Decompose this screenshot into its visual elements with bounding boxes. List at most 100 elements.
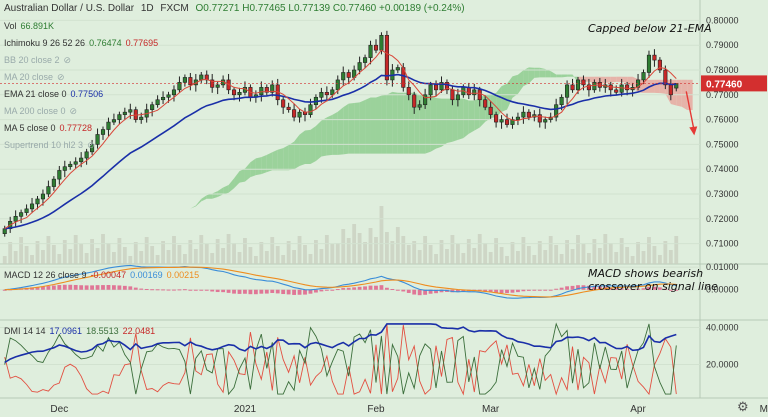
ichimoku-cloud-segment-52 [288,141,295,171]
macd-hist-bar-76 [417,289,422,296]
volume-bar-108 [592,239,597,264]
macd-hist-bar-29 [161,289,165,291]
ichimoku-cloud-segment-44 [244,162,251,182]
macd-hist-bar-73 [401,289,406,292]
volume-bar-93 [510,242,515,264]
macd-hist-bar-31 [172,289,176,291]
volume-bar-91 [499,247,504,264]
volume-bar-27 [150,246,155,264]
ichimoku-cloud-segment-37 [206,193,213,199]
volume-bar-3 [19,237,24,264]
macd-hist-bar-64 [352,287,357,290]
volume-bar-5 [30,255,34,264]
volume-bar-68 [374,237,378,264]
ichimoku-cloud-segment-81 [446,98,453,144]
legend-bb[interactable]: BB 20 close 2 ⊘ [4,55,75,66]
candle-body-21 [117,114,122,120]
legend-dmi[interactable]: DMI 14 14 17.0961 18.5513 22.0481 [4,326,159,336]
candle-body-65 [357,62,362,71]
volume-bar-116 [636,242,640,264]
volume-bar-86 [472,248,477,264]
macd-hist-bar-5 [30,287,34,290]
macd-hist-bar-41 [226,289,231,293]
candle-body-58 [319,92,324,98]
volume-bar-60 [330,244,335,264]
ichimoku-cloud-segment-74 [408,92,415,154]
volume-bar-117 [641,251,646,264]
legend-supertrend[interactable]: Supertrend 10 hl2 3 ⊘ [4,140,99,151]
volume-bar-50 [275,246,280,264]
legend-ma200[interactable]: MA 200 close 0 ⊘ [4,106,81,117]
macd-hist-bar-55 [303,289,307,295]
legend-ichimoku[interactable]: Ichimoku 9 26 52 26 0.76474 0.77695 [4,38,162,48]
ichimoku-cloud-segment-48 [266,152,273,173]
dmi-minus-value: 22.0481 [122,326,156,336]
candle-body-17 [95,134,100,145]
volume-bar-79 [434,254,438,264]
macd-hist-bar-79 [434,289,438,294]
candle-body-82 [450,89,455,101]
volume-bar-47 [259,242,264,264]
eye-off-icon[interactable]: ⊘ [69,106,78,116]
volume-bar-118 [647,237,651,264]
candle-body-91 [499,119,504,123]
volume-bar-1 [8,242,13,264]
volume-bar-21 [117,238,122,264]
legend-ma20[interactable]: MA 20 close ⊘ [4,72,69,83]
macd-hist-bar-121 [663,288,668,290]
eye-off-icon[interactable]: ⊘ [57,72,65,82]
candle-body-67 [368,44,373,58]
macd-hist-bar-95 [521,289,526,292]
candle-body-18 [100,129,106,135]
volume-bar-55 [303,245,307,264]
volume-bar-99 [543,250,548,264]
candle-body-75 [412,94,417,108]
macd-hist-bar-77 [423,289,428,295]
candle-body-72 [395,67,400,71]
macd-hist-bar-52 [286,289,291,295]
macd-hist-bar-102 [559,287,564,290]
candle-body-90 [494,114,499,123]
macd-line-value: 0.00169 [130,270,163,280]
volume-bar-8 [46,236,51,264]
ichimoku-cloud-segment-119 [654,79,660,94]
legend-ma5[interactable]: MA 5 close 0 0.77728 [4,123,96,133]
volume-bar-36 [199,235,204,264]
interval[interactable]: 1D [140,3,154,14]
dmi-plus-value: 18.5513 [86,326,119,336]
macd-hist-bar-62 [341,288,346,290]
x-axis-label-2: Feb [367,404,385,415]
price-tick-label-4: 0.76000 [706,115,739,125]
volume-bar-96 [526,246,531,264]
ichimoku-cloud-segment-108 [594,76,600,84]
forecast-arrow-head [689,126,698,136]
eye-off-icon[interactable]: ⊘ [63,55,72,65]
volume-bar-6 [35,241,40,264]
legend-vol[interactable]: Vol 66.891K [4,21,58,31]
symbol-title: Australian Dollar / U.S. Dollar [4,3,135,14]
macd-hist-bar-36 [199,289,204,291]
volume-bar-18 [101,234,105,264]
volume-bar-63 [346,238,351,264]
volume-bar-120 [657,255,662,264]
candle-body-5 [29,203,35,210]
volume-bar-61 [335,243,340,264]
legend-ema21[interactable]: EMA 21 close 0 0.77506 [4,89,107,99]
price-tick-label-6: 0.74000 [706,164,739,174]
candle-body-81 [444,82,450,91]
eye-off-icon[interactable]: ⊘ [87,140,95,150]
ichimoku-cloud-segment-70 [386,91,393,154]
ichimoku-cloud-segment-66 [365,97,371,154]
volume-bar-107 [587,253,591,264]
legend-macd[interactable]: MACD 12 26 close 9 -0.00047 0.00169 0.00215 [4,270,203,280]
volume-bar-57 [314,240,318,264]
volume-bar-11 [62,240,67,264]
macd-hist-bar-13 [73,284,78,290]
volume-bar-78 [428,245,433,264]
ichimoku-cloud-segment-65 [359,99,366,154]
volume-bar-101 [554,245,559,264]
ichimoku-cloud-segment-58 [321,117,327,157]
candle-body-77 [423,94,428,106]
settings-gear-icon[interactable]: ⚙ [737,399,749,414]
